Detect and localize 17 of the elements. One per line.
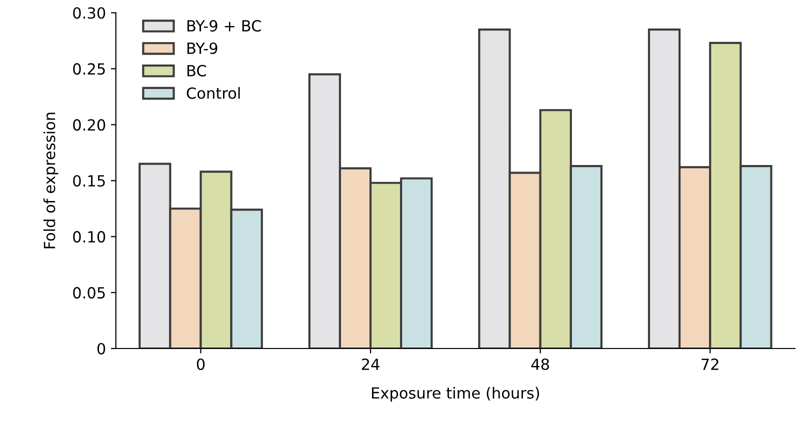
legend-label: BY-9 + BC: [187, 20, 261, 32]
x-tick-label: 24: [362, 358, 380, 370]
x-tick-label: 72: [702, 358, 718, 370]
y-tick-label: 0.05: [73, 287, 105, 299]
legend-label: BC: [187, 64, 206, 76]
y-tick-label: 0: [97, 342, 106, 355]
y-tick-label: 0.25: [73, 63, 105, 75]
x-tick-label: 48: [531, 358, 549, 370]
legend-label: Control: [186, 87, 240, 99]
y-axis-title: Fold of expression: [43, 112, 58, 248]
x-axis-title: Exposure time (hours): [372, 386, 540, 402]
y-tick-label: 0.30: [73, 7, 106, 19]
x-tick-label: 0: [196, 358, 205, 370]
y-tick-label: 0.20: [73, 119, 106, 131]
y-tick-label: 0.15: [73, 175, 105, 187]
y-tick-label: 0.10: [73, 231, 106, 243]
legend-label: BY-9: [187, 42, 218, 54]
